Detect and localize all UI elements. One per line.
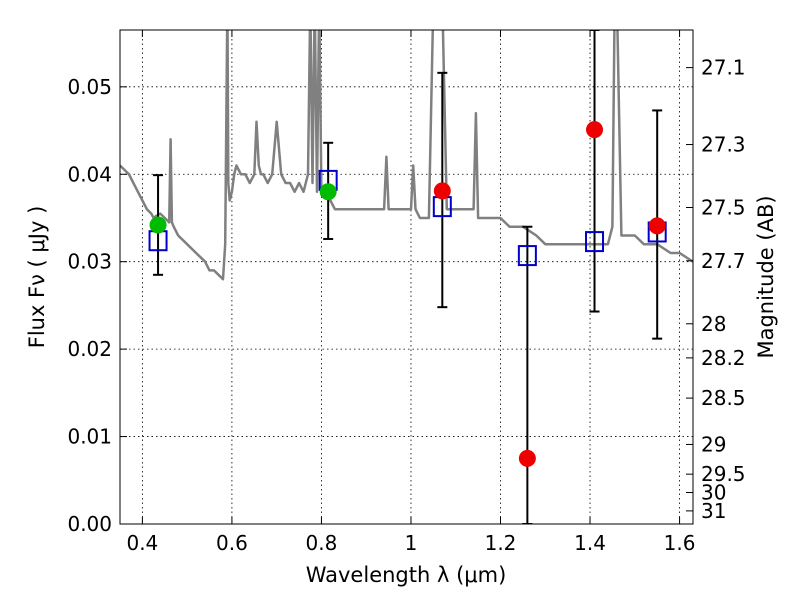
filled-circle-point [518, 449, 536, 467]
y-tick-label: 0.01 [67, 425, 112, 449]
y2-tick-label: 27.1 [701, 56, 746, 80]
x-axis-title: Wavelength λ (μm) [306, 563, 507, 587]
filled-circle-point [319, 183, 337, 201]
y2-tick-label: 27.5 [701, 195, 746, 219]
y2-tick-label: 29 [701, 432, 726, 456]
filled-circle-point [586, 121, 604, 139]
x-tick-label: 1.6 [664, 531, 696, 555]
spectrum-line [120, 30, 693, 281]
y2-tick-label: 27.3 [701, 133, 746, 157]
y2-tick-label: 27.7 [701, 249, 746, 273]
filled-circle-point [149, 216, 167, 234]
y2-tick-label: 28.5 [701, 386, 746, 410]
y2-tick-label: 30 [701, 481, 726, 505]
data-markers [148, 121, 667, 467]
x-tick-label: 0.4 [126, 531, 158, 555]
y2-tick-label: 29.5 [701, 462, 746, 486]
x-tick-label: 1.2 [485, 531, 517, 555]
x-tick-label: 0.6 [216, 531, 248, 555]
filled-circle-point [433, 182, 451, 200]
y-axis-title: Flux Fν ( μJy ) [25, 206, 49, 349]
y2-tick-label: 28.2 [701, 346, 746, 370]
axis-ticks: 0.4 0.6 0.8 1 1.2 1.4 1.6 0.00 0.01 0.02 0.03 0.04 0… [67, 30, 746, 555]
x-tick-label: 1 [405, 531, 418, 555]
y-tick-label: 0.02 [67, 337, 112, 361]
filled-circle-point [648, 217, 666, 235]
y2-axis-title: Magnitude (AB) [754, 195, 778, 358]
error-bars [153, 30, 663, 524]
model-spectrum [120, 30, 693, 281]
y-tick-label: 0.00 [67, 512, 112, 536]
y2-tick-label: 28 [701, 312, 726, 336]
grid-lines [120, 30, 693, 524]
open-square-point [585, 231, 605, 253]
y2-tick-label: 31 [701, 499, 726, 523]
x-tick-label: 0.8 [306, 531, 338, 555]
y-tick-label: 0.03 [67, 250, 112, 274]
open-square-point [517, 245, 537, 267]
x-tick-label: 1.4 [574, 531, 606, 555]
y-tick-label: 0.04 [67, 162, 112, 186]
y-tick-label: 0.05 [67, 75, 112, 99]
plot-frame [119, 29, 694, 525]
